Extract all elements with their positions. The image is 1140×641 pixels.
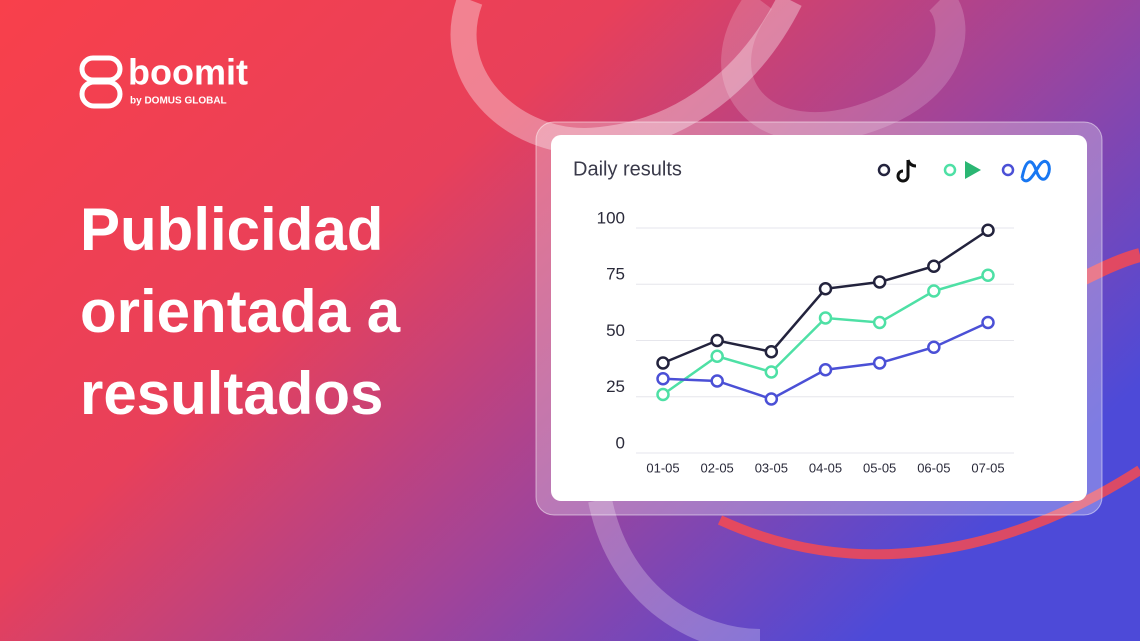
headline: Publicidad orientada a resultados bbox=[80, 196, 401, 427]
legend-marker bbox=[1001, 163, 1015, 177]
tiktok-icon bbox=[896, 159, 917, 183]
data-point bbox=[656, 356, 670, 370]
chart-title: Daily results bbox=[573, 158, 682, 180]
data-point bbox=[927, 284, 941, 298]
data-point bbox=[981, 315, 995, 330]
legend-marker bbox=[877, 163, 891, 177]
data-point bbox=[872, 315, 887, 330]
data-point bbox=[764, 345, 779, 359]
data-point bbox=[818, 363, 833, 377]
data-point bbox=[710, 374, 724, 388]
x-tick-label: 03-05 bbox=[755, 460, 788, 475]
brand-tagline: by DOMUS GLOBAL bbox=[130, 96, 227, 107]
headline-line: Publicidad bbox=[80, 196, 383, 263]
x-tick-label: 05-05 bbox=[863, 460, 896, 475]
x-tick-label: 06-05 bbox=[917, 460, 950, 475]
play-icon bbox=[965, 161, 981, 179]
brand-name: boomit bbox=[128, 52, 248, 93]
y-tick-label: 100 bbox=[597, 208, 625, 227]
data-point bbox=[872, 275, 887, 289]
data-point bbox=[818, 311, 833, 325]
headline-line: orientada a bbox=[80, 278, 401, 345]
data-point bbox=[710, 333, 724, 348]
x-tick-label: 04-05 bbox=[809, 460, 842, 475]
y-tick-label: 25 bbox=[606, 377, 625, 396]
legend bbox=[877, 159, 1051, 183]
data-point bbox=[764, 365, 779, 379]
data-point bbox=[656, 372, 670, 386]
x-tick-label: 01-05 bbox=[646, 460, 679, 475]
y-tick-label: 75 bbox=[606, 265, 625, 284]
headline-line: resultados bbox=[80, 360, 383, 427]
x-tick-label: 02-05 bbox=[701, 460, 734, 475]
legend-marker bbox=[943, 163, 957, 177]
data-point bbox=[818, 282, 833, 296]
meta-icon bbox=[1020, 159, 1051, 183]
data-point bbox=[981, 268, 995, 282]
data-point bbox=[872, 356, 887, 370]
data-point bbox=[656, 387, 670, 402]
data-point bbox=[927, 259, 941, 273]
y-tick-label: 50 bbox=[606, 321, 625, 340]
y-tick-label: 0 bbox=[616, 433, 625, 452]
data-point bbox=[981, 223, 995, 237]
data-point bbox=[927, 340, 941, 354]
data-point bbox=[764, 392, 779, 406]
logo: boomit by DOMUS GLOBAL bbox=[79, 52, 248, 109]
x-tick-label: 07-05 bbox=[971, 460, 1004, 475]
data-point bbox=[710, 349, 724, 363]
